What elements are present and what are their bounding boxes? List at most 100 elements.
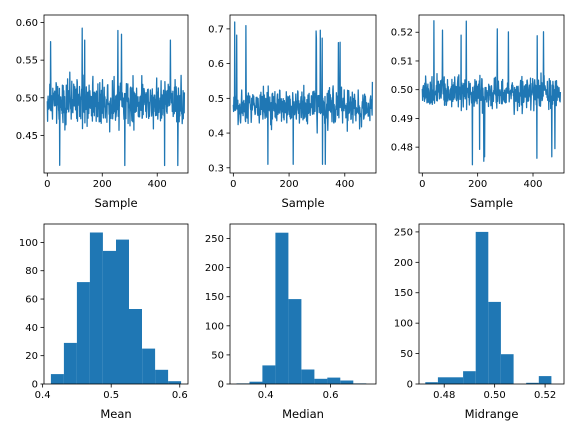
y-tick: 0.51 <box>391 56 419 67</box>
histogram-bar <box>526 382 539 384</box>
axes-frame <box>43 14 189 174</box>
y-tick-label: 0.60 <box>16 18 38 29</box>
y-tick: 0.60 <box>16 18 44 29</box>
histogram-bar <box>425 382 438 384</box>
x-tick-label: 400 <box>523 179 542 190</box>
sample-series-line <box>46 27 186 167</box>
y-tick: 0.6 <box>208 59 230 70</box>
y-tick-label: 0.48 <box>391 143 413 154</box>
x-tick: 200 <box>468 173 487 190</box>
sample-medians-line-chart: Sample 0 200 400 0.3 0.4 0.5 0.6 0.7 <box>208 14 377 210</box>
x-tick-label: 0.5 <box>103 390 119 401</box>
histogram-bar <box>262 365 276 384</box>
axes-frame <box>229 14 377 174</box>
y-tick: 0.48 <box>391 143 419 154</box>
y-tick: 250 <box>394 227 419 238</box>
histogram-bar <box>249 381 263 384</box>
y-tick: 50 <box>211 350 230 361</box>
y-tick: 0.50 <box>391 85 419 96</box>
x-tick: 0.48 <box>433 384 455 401</box>
x-axis-label: Sample <box>470 196 513 210</box>
y-tick-label: 0.5 <box>208 94 224 105</box>
x-tick: 200 <box>93 173 112 190</box>
histogram-bar <box>475 231 489 384</box>
y-tick-label: 0.4 <box>208 129 224 140</box>
x-axis-label: Mean <box>100 407 131 421</box>
x-tick-label: 200 <box>468 179 487 190</box>
histogram-bar <box>450 377 464 384</box>
x-axis-label: Median <box>282 407 324 421</box>
x-tick: 0.5 <box>103 384 119 401</box>
histogram-bar <box>288 299 302 384</box>
median-histogram: Median 0.4 0.6 0 50 100 150 200 250 <box>205 223 377 421</box>
y-tick: 0.3 <box>208 163 230 174</box>
axes-frame <box>229 223 377 385</box>
histogram-bar <box>327 377 341 384</box>
histogram-bar <box>76 282 90 384</box>
histogram-bar <box>116 239 129 384</box>
x-tick: 0.6 <box>172 384 188 401</box>
y-tick: 0 <box>218 380 230 391</box>
x-tick-label: 0 <box>419 179 425 190</box>
y-tick: 0.52 <box>391 28 419 39</box>
y-tick-label: 80 <box>25 266 38 277</box>
y-tick: 100 <box>394 319 419 330</box>
histogram-bar <box>168 381 182 384</box>
x-tick: 400 <box>335 173 354 190</box>
x-tick-label: 0.4 <box>258 390 274 401</box>
y-tick: 200 <box>205 263 230 274</box>
sample-means-line-chart: Sample 0 200 400 0.45 0.50 0.55 0.60 <box>16 14 189 210</box>
y-tick: 20 <box>25 351 44 362</box>
x-tick-label: 0.6 <box>323 390 339 401</box>
y-tick: 0.50 <box>16 93 44 104</box>
y-tick: 0.49 <box>391 114 419 125</box>
x-tick-label: 200 <box>280 179 299 190</box>
y-tick-label: 100 <box>19 238 38 249</box>
axes-frame <box>43 223 189 385</box>
x-tick-label: 0.4 <box>35 390 51 401</box>
y-tick-label: 0.51 <box>391 56 413 67</box>
x-tick: 0.52 <box>534 384 556 401</box>
y-tick: 200 <box>394 258 419 269</box>
y-tick-label: 250 <box>205 234 224 245</box>
y-tick-label: 50 <box>400 349 413 360</box>
y-tick: 0.45 <box>16 131 44 142</box>
histogram-bar <box>463 371 476 384</box>
x-tick-label: 400 <box>148 179 167 190</box>
y-tick: 0.5 <box>208 94 230 105</box>
histogram-bar <box>340 380 354 384</box>
histogram-bar <box>63 342 77 384</box>
x-tick-label: 200 <box>93 179 112 190</box>
x-tick: 0.50 <box>484 384 506 401</box>
y-tick: 50 <box>400 349 419 360</box>
histogram-bar <box>275 232 289 384</box>
histogram-bar <box>155 369 169 384</box>
sample-series-line <box>421 20 562 166</box>
y-tick-label: 0 <box>218 380 224 391</box>
y-tick-label: 200 <box>394 258 413 269</box>
y-tick-label: 0.45 <box>16 131 38 142</box>
sample-midranges-line-chart: Sample 0 200 400 0.48 0.49 0.50 0.51 0.52 <box>391 14 565 210</box>
y-tick: 80 <box>25 266 44 277</box>
histogram-bar <box>437 377 451 384</box>
sample-series-line <box>232 21 374 165</box>
histogram-bar <box>488 301 501 384</box>
x-tick: 0 <box>230 173 237 190</box>
y-tick-label: 0.3 <box>208 163 224 174</box>
x-tick-label: 0 <box>44 179 50 190</box>
y-tick-label: 250 <box>394 227 413 238</box>
x-axis-label: Sample <box>94 196 137 210</box>
x-tick: 0 <box>419 173 426 190</box>
y-tick-label: 0.52 <box>391 28 413 39</box>
plot-content <box>232 21 374 165</box>
y-tick: 100 <box>19 238 44 249</box>
x-tick: 0.4 <box>35 384 51 401</box>
plot-content <box>50 232 182 384</box>
y-tick-label: 0.50 <box>391 85 413 96</box>
histogram-bar <box>89 232 103 384</box>
mean-histogram: Mean 0.4 0.5 0.6 0 20 40 60 80 100 <box>19 223 189 421</box>
y-tick: 0.4 <box>208 129 230 140</box>
y-tick-label: 20 <box>25 351 38 362</box>
plot-content <box>46 27 186 167</box>
